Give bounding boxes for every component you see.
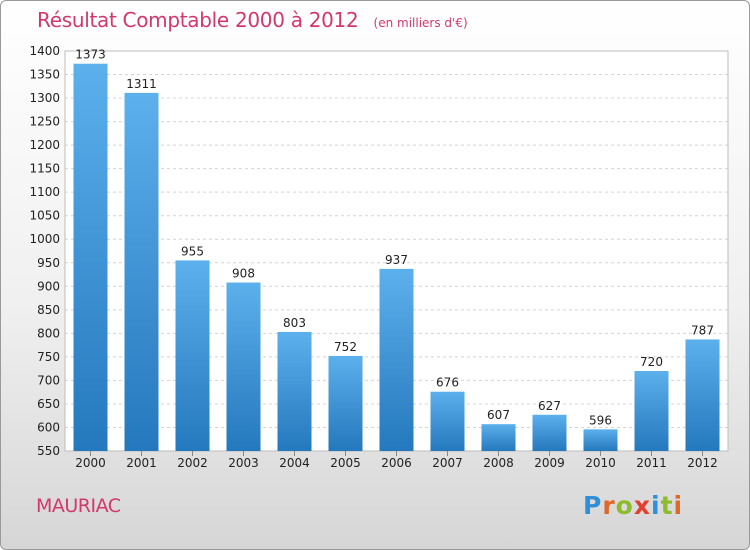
bar-value-label: 787 — [691, 323, 714, 337]
bar — [481, 424, 516, 451]
y-tick-label: 1200 — [29, 138, 60, 152]
brand-letter: r — [602, 491, 616, 520]
x-axis: 2000 2001 2002 2003 2004 2005 2006 2007 2008 2009… — [75, 451, 718, 470]
bar-value-label: 908 — [232, 267, 255, 281]
bar — [277, 331, 312, 451]
y-tick-label: 1150 — [29, 162, 60, 176]
y-tick-label: 1300 — [29, 91, 60, 105]
bars: 1373 1311 955 908 803 752 937 676 607 627 596 720 78… — [73, 48, 720, 452]
bar-value-label: 720 — [640, 355, 663, 369]
brand-letter: x — [633, 491, 651, 520]
y-tick-label: 1050 — [29, 209, 60, 223]
x-tick-label: 2006 — [381, 456, 412, 470]
bar — [73, 63, 108, 452]
bar-value-label: 1311 — [126, 77, 157, 91]
x-tick-label: 2000 — [75, 456, 106, 470]
x-tick-label: 2004 — [279, 456, 310, 470]
bar — [328, 355, 363, 451]
y-tick-label: 1000 — [29, 232, 60, 246]
y-axis: 550 600 650 700 750 800 850 900 950 1000 1050 1100 1… — [29, 44, 60, 458]
bar-value-label: 607 — [487, 408, 510, 422]
y-tick-label: 700 — [37, 373, 60, 387]
chart-subtitle: (en milliers d'€) — [373, 16, 468, 30]
bar — [685, 339, 720, 451]
x-tick-label: 2002 — [177, 456, 208, 470]
y-tick-label: 800 — [37, 326, 60, 340]
x-tick-label: 2010 — [585, 456, 616, 470]
x-tick-label: 2008 — [483, 456, 514, 470]
y-tick-label: 900 — [37, 279, 60, 293]
x-tick-label: 2012 — [687, 456, 718, 470]
x-tick-label: 2003 — [228, 456, 259, 470]
bar-value-label: 676 — [436, 376, 459, 390]
brand-letter: t — [660, 491, 674, 520]
bar — [532, 414, 567, 451]
brand-letter: i — [673, 491, 684, 520]
brand-letter: i — [651, 491, 661, 520]
bar-value-label: 937 — [385, 253, 408, 267]
bar-value-label: 596 — [589, 413, 612, 427]
y-tick-label: 750 — [37, 350, 60, 364]
y-tick-label: 650 — [37, 397, 60, 411]
city-name: MAURIAC — [36, 495, 121, 517]
bar-value-label: 627 — [538, 399, 561, 413]
title-block: Résultat Comptable 2000 à 2012 (en milli… — [37, 8, 468, 32]
y-tick-label: 1250 — [29, 115, 60, 129]
y-tick-label: 950 — [37, 256, 60, 270]
bar — [124, 92, 159, 451]
bar — [379, 268, 414, 451]
bar — [583, 429, 618, 451]
x-tick-label: 2009 — [534, 456, 565, 470]
brand-logo: Proxiti — [583, 491, 683, 520]
y-tick-label: 1100 — [29, 185, 60, 199]
bar-value-label: 955 — [181, 244, 204, 258]
y-tick-label: 1350 — [29, 68, 60, 82]
bar — [175, 260, 210, 451]
bar — [226, 282, 261, 451]
bar — [634, 371, 669, 451]
y-tick-label: 850 — [37, 303, 60, 317]
chart-title: Résultat Comptable 2000 à 2012 — [37, 8, 359, 32]
bar-value-label: 1373 — [75, 48, 106, 62]
y-tick-label: 1400 — [29, 44, 60, 58]
brand-letter: o — [615, 491, 634, 520]
x-tick-label: 2011 — [636, 456, 667, 470]
x-tick-label: 2001 — [126, 456, 157, 470]
x-tick-label: 2007 — [432, 456, 463, 470]
bar-value-label: 752 — [334, 340, 357, 354]
bar — [430, 391, 465, 451]
y-tick-label: 600 — [37, 420, 60, 434]
y-tick-label: 550 — [37, 444, 60, 458]
brand-letter: P — [583, 491, 603, 520]
x-tick-label: 2005 — [330, 456, 361, 470]
bar-value-label: 803 — [283, 316, 306, 330]
